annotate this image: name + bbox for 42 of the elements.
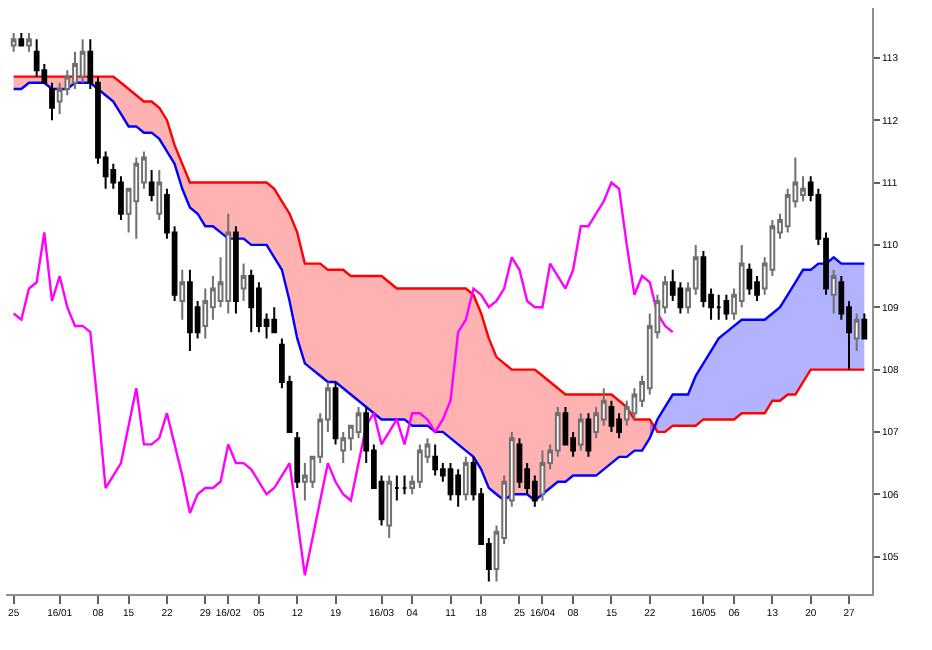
candlestick	[577, 412, 584, 452]
candlestick	[133, 156, 140, 240]
candlestick	[861, 312, 868, 340]
candlestick	[516, 437, 523, 490]
candlestick	[447, 462, 454, 502]
candlestick	[746, 262, 753, 296]
candlestick	[393, 474, 400, 502]
candlestick	[26, 31, 32, 53]
candlestick	[462, 455, 469, 502]
line-series	[12, 181, 674, 577]
candlestick	[271, 306, 278, 334]
candlestick	[240, 262, 247, 302]
candlestick	[585, 412, 592, 458]
candlestick	[302, 462, 308, 502]
candlestick	[455, 468, 462, 508]
candlestick	[156, 169, 163, 221]
candlestick	[401, 474, 408, 496]
candlestick	[179, 268, 186, 321]
candlestick	[187, 268, 193, 352]
candlestick	[830, 268, 837, 315]
line-series	[12, 75, 866, 434]
candlestick	[233, 225, 239, 315]
candlestick	[294, 430, 301, 490]
candlestick	[33, 38, 40, 78]
candlestick	[539, 449, 546, 502]
candlestick	[148, 169, 155, 203]
candlestick	[248, 268, 255, 334]
candlestick	[386, 474, 393, 539]
candlestick	[332, 381, 339, 446]
line-series	[12, 81, 866, 502]
candlestick	[853, 312, 860, 352]
candlestick	[416, 443, 423, 490]
candlestick	[79, 38, 86, 84]
candlestick	[10, 31, 17, 53]
candlestick	[18, 31, 25, 47]
candlestick	[715, 293, 722, 321]
candlestick	[432, 443, 439, 477]
candlestick	[225, 212, 232, 315]
candlestick	[608, 399, 615, 433]
candlestick	[340, 430, 347, 465]
candlestick	[49, 81, 55, 122]
candlestick	[723, 293, 730, 321]
